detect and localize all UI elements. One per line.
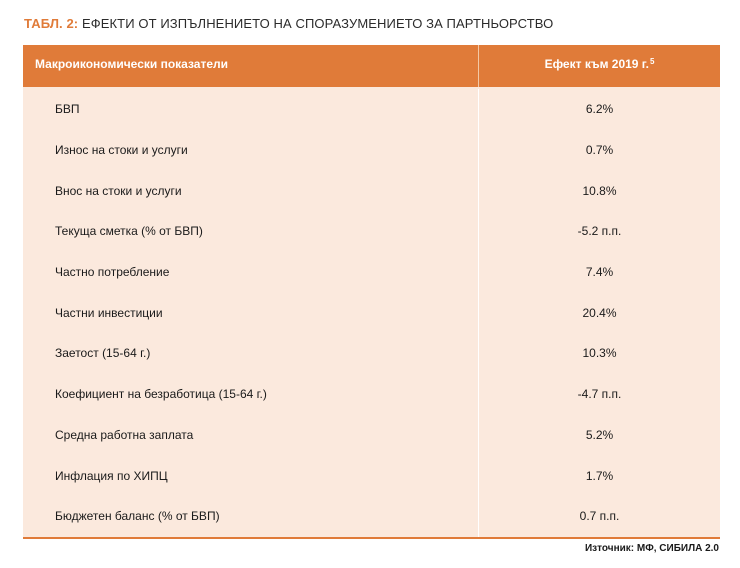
table-header: Макроикономически показатели Ефект към 2… (23, 45, 720, 87)
table-row: Текуща сметка (% от БВП) -5.2 п.п. (23, 211, 720, 252)
table-row: Инфлация по ХИПЦ 1.7% (23, 455, 720, 496)
row-indicator: Средна работна заплата (23, 414, 479, 456)
row-indicator: Заетост (15-64 г.) (23, 333, 479, 374)
header-footnote: 5 (649, 56, 655, 66)
table-body: БВП 6.2% Износ на стоки и услуги 0.7% Внос н… (23, 87, 720, 539)
table-row: Коефициент на безработица (15-64 г.) -4.7… (23, 373, 720, 415)
row-value: 10.3% (582, 346, 617, 361)
row-value: 6.2% (585, 102, 614, 117)
table-row: Частно потребление 7.4% (23, 251, 720, 293)
row-indicator: Бюджетен баланс (% от БВП) (23, 495, 479, 537)
row-indicator: Частно потребление (23, 251, 479, 293)
row-value: 20.4% (582, 305, 617, 320)
table-row: Средна работна заплата 5.2% (23, 414, 720, 456)
row-value: 7.4% (585, 265, 614, 280)
table-title-text: ЕФЕКТИ ОТ ИЗПЪЛНЕНИЕТО НА СПОРАЗУМЕНИЕТО… (81, 16, 554, 31)
table-row: БВП 6.2% (23, 89, 720, 130)
row-indicator: Инфлация по ХИПЦ (23, 455, 479, 496)
header-indicator: Макроикономически показатели (23, 45, 479, 87)
table-row: Частни инвестиции 20.4% (23, 292, 720, 334)
row-value: 0.7 п.п. (579, 509, 620, 524)
table-number-label: ТАБЛ. 2: (24, 16, 79, 31)
row-indicator: БВП (23, 89, 479, 130)
row-value: 10.8% (582, 183, 617, 198)
row-value: -5.2 п.п. (577, 224, 622, 239)
row-value: 1.7% (585, 468, 614, 483)
header-effect: Ефект към 2019 г. 5 (479, 45, 720, 87)
table-row: Износ на стоки и услуги 0.7% (23, 129, 720, 171)
row-value: -4.7 п.п. (577, 387, 622, 402)
row-value: 5.2% (585, 427, 614, 442)
row-indicator: Износ на стоки и услуги (23, 129, 479, 171)
table-row: Бюджетен баланс (% от БВП) 0.7 п.п. (23, 495, 720, 537)
row-indicator: Внос на стоки и услуги (23, 170, 479, 212)
table-title: ТАБЛ. 2: ЕФЕКТИ ОТ ИЗПЪЛНЕНИЕТО НА СПОРА… (24, 16, 553, 31)
source-note: Източник: МФ, СИБИЛА 2.0 (584, 543, 719, 554)
effects-table: Макроикономически показатели Ефект към 2… (23, 45, 720, 539)
table-row: Внос на стоки и услуги 10.8% (23, 170, 720, 212)
row-value: 0.7% (585, 143, 614, 158)
row-indicator: Текуща сметка (% от БВП) (23, 211, 479, 252)
table-row: Заетост (15-64 г.) 10.3% (23, 333, 720, 374)
row-indicator: Частни инвестиции (23, 292, 479, 334)
row-indicator: Коефициент на безработица (15-64 г.) (23, 373, 479, 415)
header-effect-label: Ефект към 2019 г. (544, 57, 649, 71)
